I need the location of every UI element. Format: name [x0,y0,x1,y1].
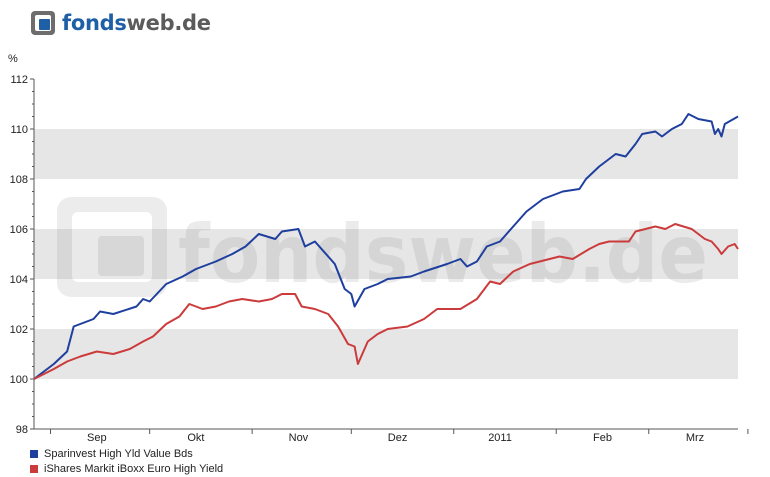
logo: fondsweb.de [30,8,211,38]
grid-bands [34,79,738,429]
y-tick-label: 110 [10,124,28,136]
grid-band [34,229,738,279]
x-tick-label: Nov [289,432,309,444]
y-tick-label: 104 [10,274,28,286]
grid-band [34,329,738,379]
x-tick-label: Sep [87,432,107,444]
y-tick-label: 100 [10,374,28,386]
legend-label-ishares: iShares Markit iBoxx Euro High Yield [44,462,224,475]
y-tick-label: 108 [10,174,28,186]
fondsweb-logo-icon [31,11,55,35]
watermark-text: fondsweb.de [178,208,708,301]
grid-band [34,379,738,429]
series-lines [33,113,739,380]
x-tick-label: Okt [187,432,204,444]
y-axis-unit-label: % [8,53,18,65]
y-tick-label: 102 [10,324,28,336]
watermark: fondsweb.de [57,197,708,301]
y-tick-label: 106 [10,224,28,236]
legend: Sparinvest High Yld Value Bds iShares Ma… [30,446,223,476]
x-tick-label: Mrz [686,432,704,444]
axes [30,78,749,434]
x-tick-label: Dez [388,432,408,444]
legend-label-sparinvest: Sparinvest High Yld Value Bds [44,447,193,460]
x-tick-label: 2011 [488,432,512,444]
y-tick-label: 98 [16,424,28,436]
series-line-ishares [33,223,739,380]
grid-band [34,179,738,229]
legend-item-ishares: iShares Markit iBoxx Euro High Yield [30,461,223,476]
legend-swatch-ishares [30,464,38,473]
logo-text: fondsweb.de [62,8,211,38]
grid-band [34,129,738,179]
grid-band [34,79,738,129]
x-tick-label: Feb [593,432,612,444]
x-tick-labels: Sep Okt Nov Dez 2011 Feb Mrz [87,432,704,444]
y-tick-label: 112 [10,74,28,86]
y-tick-labels: 98 100 102 104 106 108 110 112 [10,74,28,436]
logo-text-fonds: fonds [62,11,127,35]
legend-swatch-sparinvest [30,449,38,458]
legend-item-sparinvest: Sparinvest High Yld Value Bds [30,446,223,461]
series-line-sparinvest [33,113,739,380]
grid-band [34,279,738,329]
logo-text-webde: web.de [126,11,211,35]
